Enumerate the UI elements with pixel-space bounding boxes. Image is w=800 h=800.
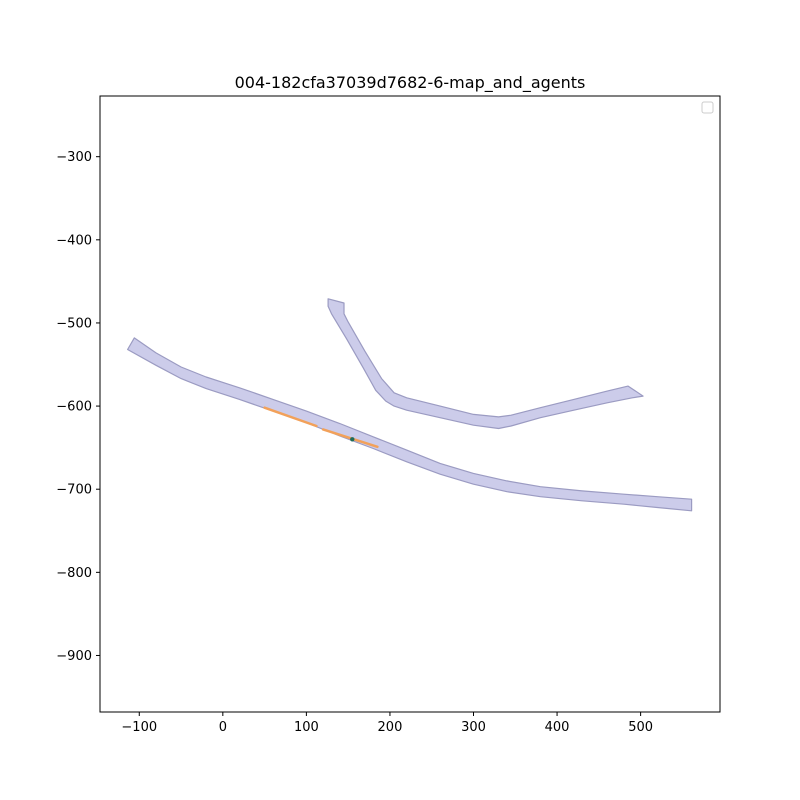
x-tick-label: 500	[628, 720, 653, 735]
y-tick-label: −500	[56, 316, 92, 331]
legend	[701, 101, 714, 114]
agent-position-1	[350, 437, 355, 442]
y-tick-label: −900	[56, 649, 92, 664]
x-tick-label: −100	[121, 720, 157, 735]
x-tick-label: 400	[545, 720, 570, 735]
y-tick-label: −700	[56, 483, 92, 498]
x-tick-label: 200	[378, 720, 403, 735]
y-axis: −300 −400 −500 −600 −700 −800 −900	[56, 150, 100, 664]
y-tick-label: −800	[56, 566, 92, 581]
x-axis: −100 0 100 200 300 400 500	[121, 712, 653, 735]
lane-polygon-2	[327, 298, 644, 430]
agent-past-track-1	[263, 406, 318, 428]
plot-frame	[99, 95, 721, 713]
y-tick-label: −600	[56, 400, 92, 415]
chart-title: 004-182cfa37039d7682-6-map_and_agents	[235, 73, 586, 93]
y-tick-label: −400	[56, 233, 92, 248]
x-tick-label: 0	[219, 720, 227, 735]
x-tick-label: 100	[294, 720, 319, 735]
agent-future-track-1	[321, 428, 379, 449]
x-tick-label: 300	[461, 720, 486, 735]
agents-layer	[263, 406, 379, 449]
legend-box	[701, 101, 714, 114]
y-tick-label: −300	[56, 150, 92, 165]
